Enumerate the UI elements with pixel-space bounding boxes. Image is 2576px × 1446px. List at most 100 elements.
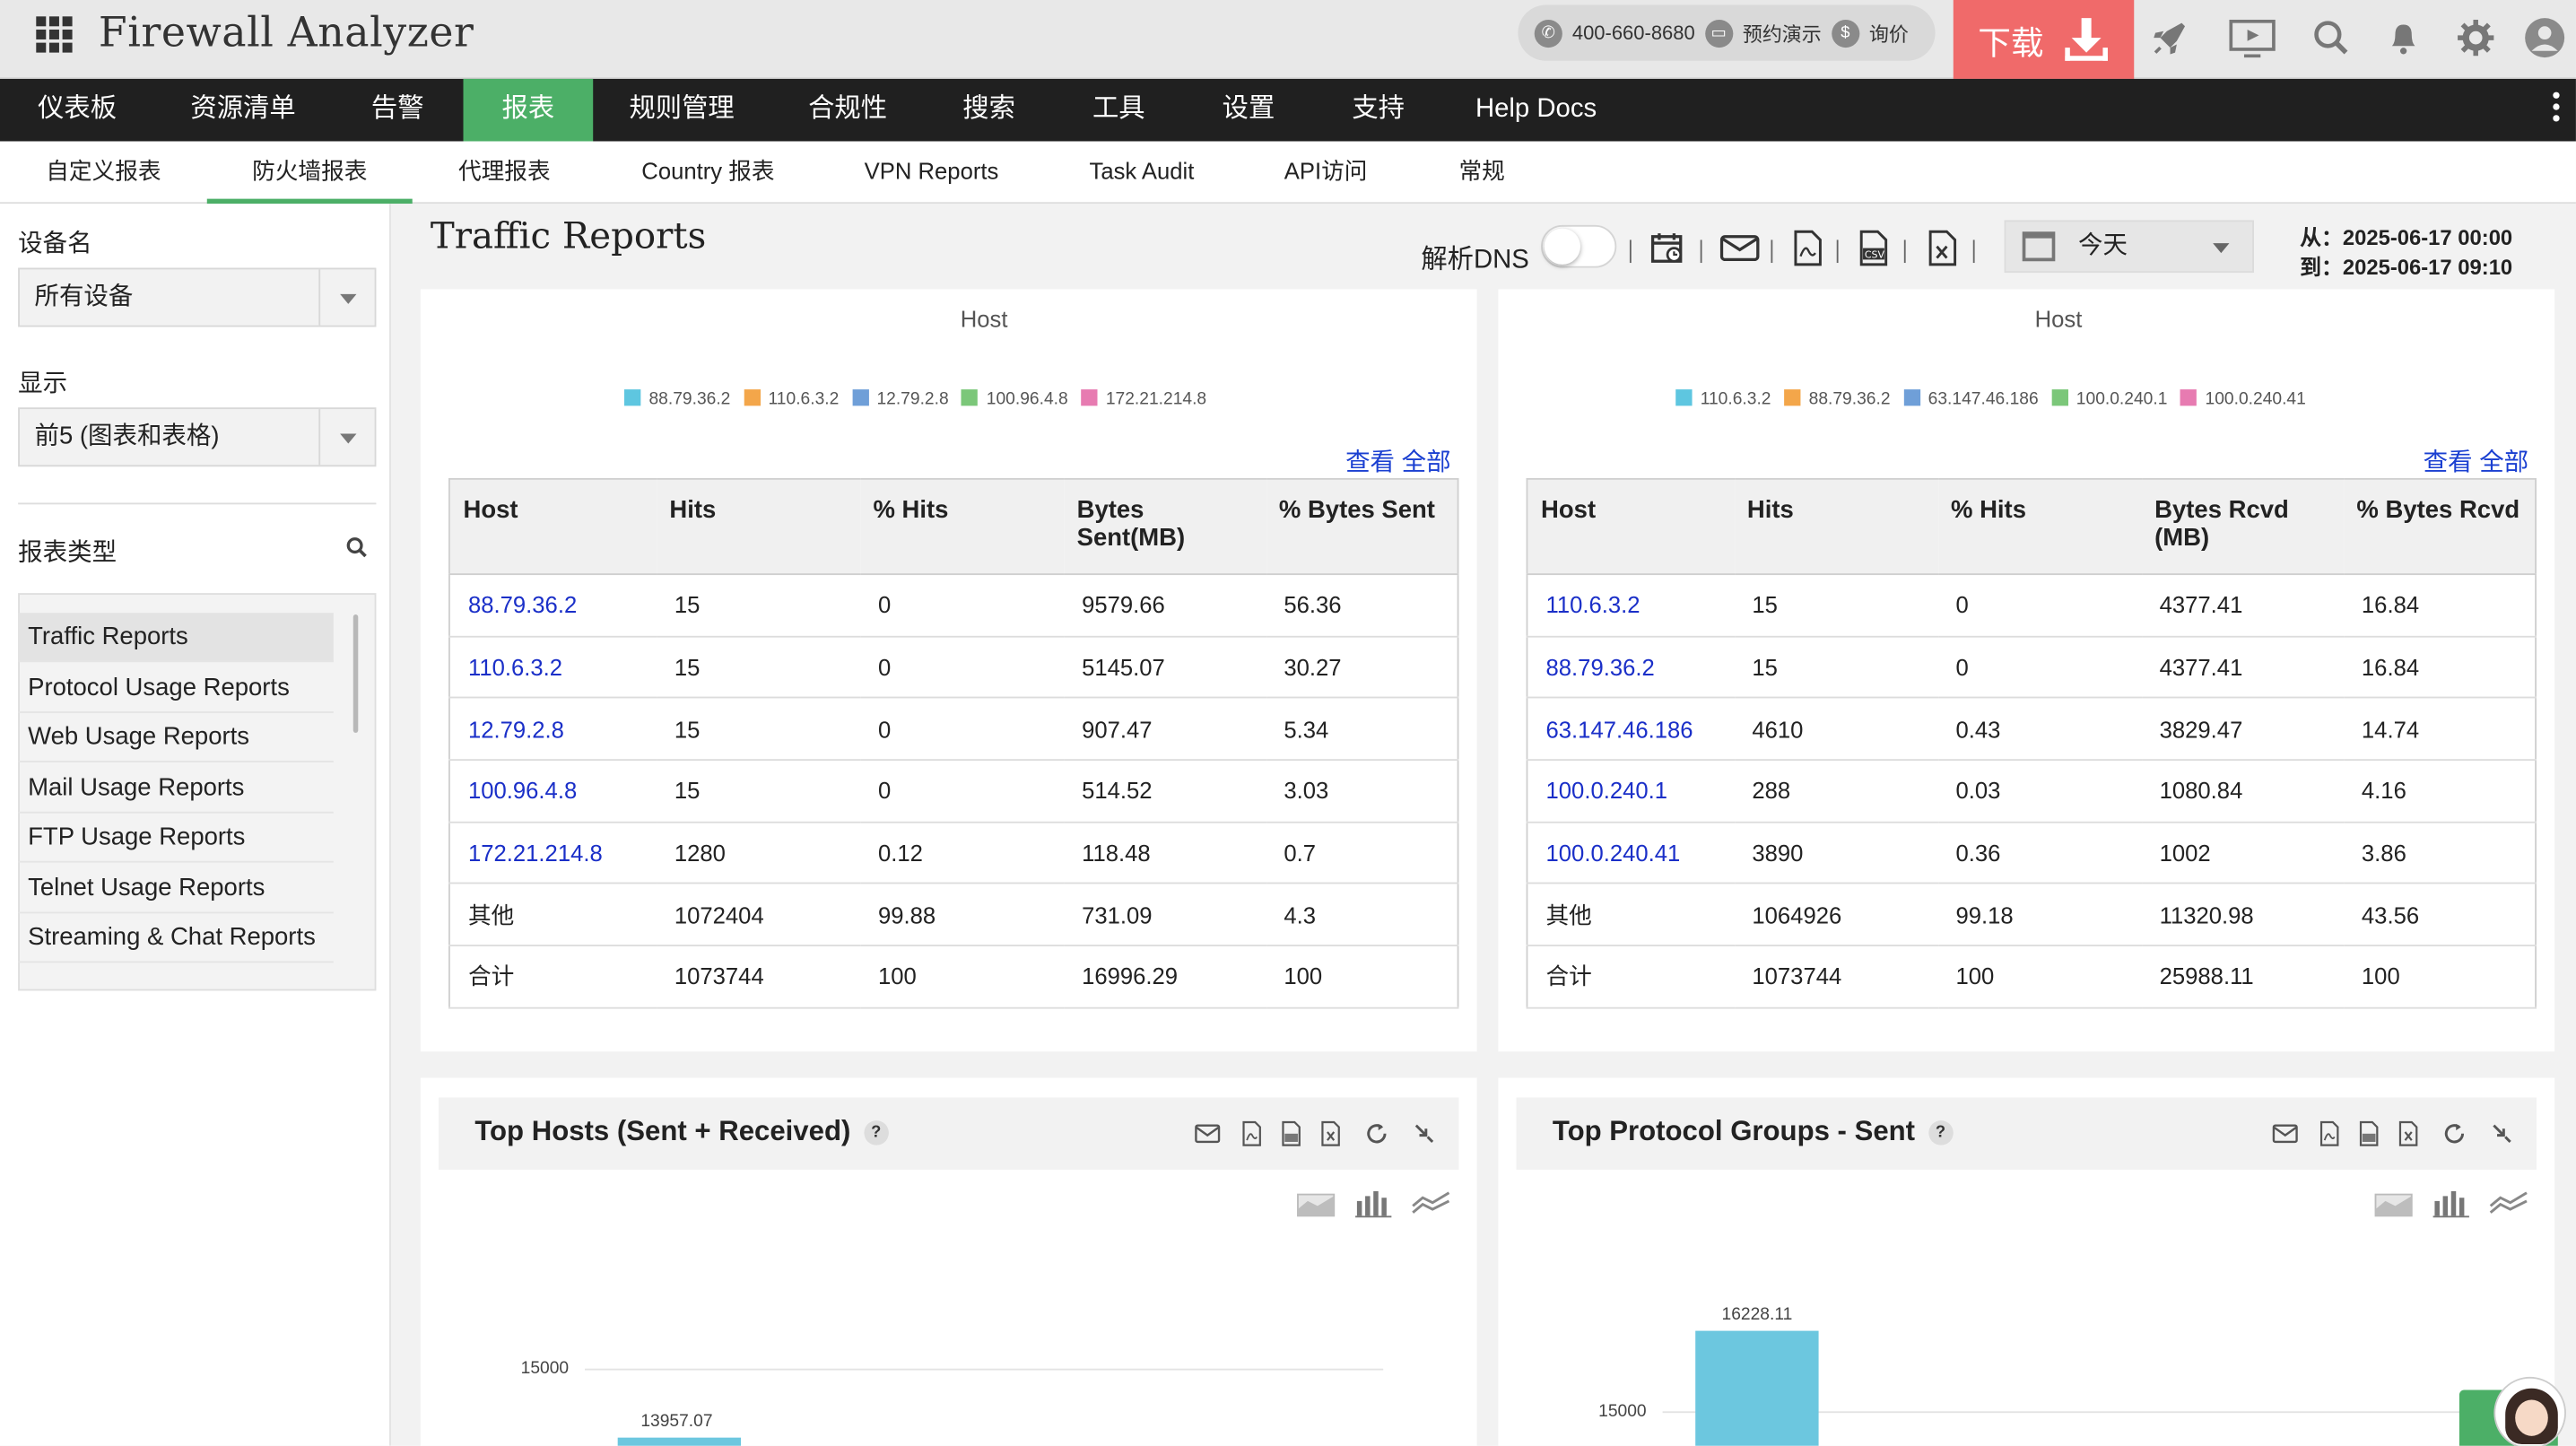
more-menu-icon[interactable] [2553,91,2563,126]
report-type-item[interactable]: Mail Usage Reports [18,764,334,814]
nav-alerts[interactable]: 告警 [370,95,424,124]
tab-firewall-reports[interactable]: 防火墙报表 [206,142,413,205]
display-select[interactable]: 前5 (图表和表格) [18,407,377,467]
host-link[interactable]: 88.79.36.2 [448,574,657,638]
download-button[interactable]: 下载 [1953,0,2135,79]
report-type-item[interactable]: Protocol Usage Reports [18,664,334,713]
column-header[interactable]: Bytes Rcvd (MB) [2141,478,2344,576]
legend-item[interactable]: 100.0.240.1 [2051,389,2167,409]
legend-item[interactable]: 88.79.36.2 [1784,389,1891,409]
line-chart-icon[interactable] [1411,1186,1450,1219]
demo-link[interactable]: 预约演示 [1742,22,1822,46]
chart-bar[interactable] [617,1437,742,1446]
dns-toggle[interactable] [1541,224,1617,268]
excel-icon[interactable] [1318,1120,1344,1146]
area-chart-icon[interactable] [1296,1186,1336,1219]
nav-help-docs[interactable]: Help Docs [1475,95,1597,124]
schedule-icon[interactable] [1649,230,1685,266]
nav-dashboard[interactable]: 仪表板 [38,95,117,124]
nav-reports[interactable]: 报表 [463,78,594,142]
tab-task-audit[interactable]: Task Audit [1089,157,1195,185]
pdf-icon[interactable] [1239,1120,1265,1146]
tab-proxy-reports[interactable]: 代理报表 [458,157,551,185]
mail-icon[interactable] [1719,230,1760,266]
column-header[interactable]: Bytes Sent(MB) [1063,478,1266,576]
tab-country-reports[interactable]: Country 报表 [641,157,775,185]
tab-vpn-reports[interactable]: VPN Reports [864,157,999,185]
host-link[interactable]: 100.0.240.41 [1527,822,1735,885]
legend-item[interactable]: 88.79.36.2 [624,389,730,409]
refresh-icon[interactable] [1363,1120,1389,1146]
mail-icon[interactable] [2272,1120,2298,1146]
quote-link[interactable]: 询价 [1868,22,1909,46]
nav-settings[interactable]: 设置 [1222,95,1275,124]
host-link[interactable]: 12.79.2.8 [448,698,657,762]
gear-icon[interactable] [2454,16,2497,59]
nav-search[interactable]: 搜索 [962,95,1015,124]
view-all-link[interactable]: 查看 全部 [2423,449,2529,477]
host-link[interactable]: 110.6.3.2 [448,636,657,700]
csv-icon[interactable] [1278,1120,1304,1146]
bar-chart-icon[interactable] [1353,1186,1393,1219]
excel-icon[interactable] [1924,230,1960,266]
report-type-item[interactable]: FTP Usage Reports [18,814,334,863]
rocket-icon[interactable] [2149,16,2192,59]
area-chart-icon[interactable] [2374,1186,2414,1219]
screen-icon[interactable] [2228,16,2277,59]
bar-chart-icon[interactable] [2432,1186,2471,1219]
mail-icon[interactable] [1195,1120,1221,1146]
tab-api-access[interactable]: API访问 [1284,157,1368,185]
tab-general[interactable]: 常规 [1458,157,1505,185]
refresh-icon[interactable] [2441,1120,2467,1146]
column-header[interactable]: % Bytes Rcvd [2343,478,2537,576]
column-header[interactable]: Host [1527,478,1735,576]
host-link[interactable]: 63.147.46.186 [1527,698,1735,762]
help-icon[interactable]: ? [863,1120,889,1145]
view-all-link[interactable]: 查看 全部 [1345,449,1451,477]
search-icon[interactable] [345,536,369,559]
legend-item[interactable]: 100.0.240.41 [2180,389,2306,409]
support-avatar[interactable] [2493,1376,2566,1446]
apps-grid-icon[interactable] [36,16,73,53]
nav-compliance[interactable]: 合规性 [808,95,888,124]
host-link[interactable]: 110.6.3.2 [1527,574,1735,638]
user-icon[interactable] [2523,16,2566,59]
date-range-select[interactable]: 今天 [2004,220,2254,274]
csv-icon[interactable]: CSV [1855,230,1891,266]
nav-tools[interactable]: 工具 [1092,95,1145,124]
host-link[interactable]: 88.79.36.2 [1527,636,1735,700]
host-link[interactable]: 100.96.4.8 [448,760,657,823]
column-header[interactable]: Hits [1734,478,1938,576]
legend-item[interactable]: 110.6.3.2 [744,389,839,409]
legend-item[interactable]: 172.21.214.8 [1081,389,1206,409]
nav-rule-management[interactable]: 规则管理 [629,95,735,124]
help-icon[interactable]: ? [1928,1120,1954,1145]
report-type-item[interactable]: Web Usage Reports [18,713,334,762]
excel-icon[interactable] [2395,1120,2421,1146]
search-icon[interactable] [2310,16,2353,59]
legend-item[interactable]: 12.79.2.8 [851,389,949,409]
column-header[interactable]: Host [448,478,657,576]
device-select[interactable]: 所有设备 [18,267,377,327]
column-header[interactable]: % Hits [1937,478,2142,576]
nav-inventory[interactable]: 资源清单 [190,95,296,124]
host-link[interactable]: 100.0.240.1 [1527,760,1735,823]
pdf-icon[interactable] [2317,1120,2343,1146]
collapse-icon[interactable] [1411,1120,1437,1146]
collapse-icon[interactable] [2489,1120,2515,1146]
legend-item[interactable]: 63.147.46.186 [1903,389,2039,409]
csv-icon[interactable] [2356,1120,2382,1146]
tab-custom-reports[interactable]: 自定义报表 [46,157,161,185]
chart-bar[interactable] [1695,1330,1819,1446]
legend-item[interactable]: 110.6.3.2 [1675,389,1771,409]
list-scrollbar[interactable] [352,614,359,733]
nav-support[interactable]: 支持 [1352,95,1405,124]
host-link[interactable]: 172.21.214.8 [448,822,657,885]
report-type-item[interactable]: Telnet Usage Reports [18,864,334,914]
column-header[interactable]: % Hits [859,478,1064,576]
report-type-item[interactable]: Traffic Reports [18,613,334,663]
column-header[interactable]: % Bytes Sent [1266,478,1458,576]
column-header[interactable]: Hits [656,478,860,576]
phone-number[interactable]: 400-660-8680 [1571,21,1695,45]
bell-icon[interactable] [2382,16,2425,59]
